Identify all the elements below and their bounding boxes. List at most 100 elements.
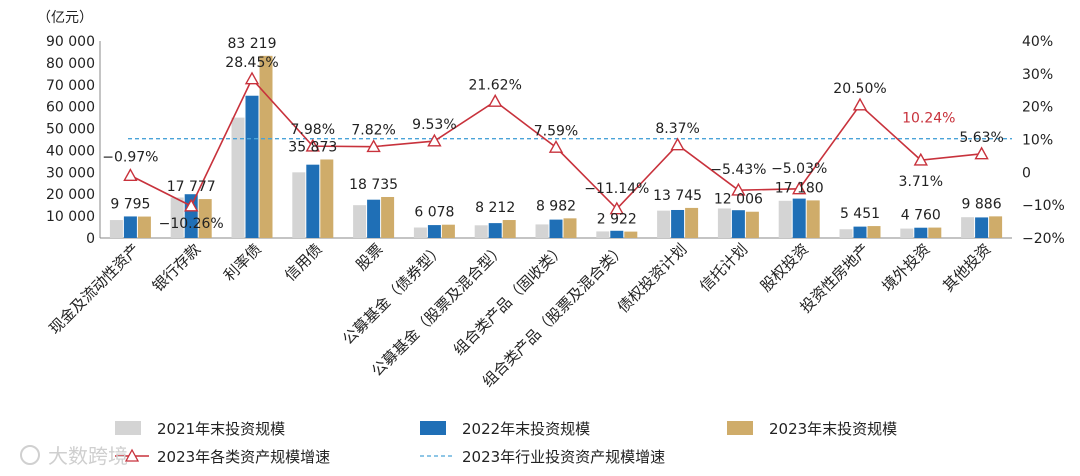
- category-label: 股权投资: [757, 240, 812, 295]
- growth-marker-4: [366, 139, 381, 153]
- growth-label: 7.98%: [291, 122, 335, 138]
- growth-label: −5.03%: [771, 161, 827, 177]
- category-labels-group: 现金及流动性资产 银行存款 利率债 信用债 股票公募基金（债券型）公募基金（股票及混合型…: [46, 240, 995, 391]
- growth-marker-8: [609, 201, 624, 215]
- bar-2023-4: [381, 196, 395, 238]
- bar-2023-0: [137, 216, 151, 238]
- legend-label: 2023年末投资规模: [769, 420, 897, 438]
- growth-label: −0.97%: [102, 150, 158, 166]
- y-tick-label: 60 000: [46, 100, 95, 116]
- bar-2021-11: [778, 200, 792, 238]
- y-tick-label: 80 000: [46, 56, 95, 72]
- bar-2021-13: [900, 228, 914, 238]
- growth-label: 3.71%: [899, 174, 943, 190]
- growth-label: −11.14%: [584, 181, 649, 197]
- data-labels-group: 9 795 17 777 83 219 35 873 18 735 6 078 8 212 8…: [110, 36, 1001, 228]
- bar-2022-12: [853, 226, 867, 238]
- bar-value-label: 4 760: [901, 208, 941, 224]
- bar-2021-12: [839, 229, 853, 238]
- growth-marker-7: [548, 139, 564, 153]
- bar-value-label: 8 212: [475, 200, 515, 216]
- legend-label: 2022年末投资规模: [462, 420, 590, 438]
- legend-label: 2023年行业投资资产规模增速: [462, 448, 665, 466]
- growth-marker-14: [974, 146, 989, 160]
- growth-label: −5.43%: [710, 162, 766, 178]
- category-label: 信用债: [281, 240, 326, 285]
- bar-value-label: 2 922: [597, 212, 637, 228]
- legend-label: 2021年末投资规模: [157, 420, 285, 438]
- bar-2022-3: [306, 164, 320, 238]
- y2-tick-label: 40%: [1022, 34, 1053, 50]
- bar-2021-1: [170, 197, 184, 238]
- y-axis-unit: （亿元）: [37, 10, 93, 26]
- bar-value-label: 12 006: [714, 192, 763, 208]
- bar-2021-8: [596, 231, 610, 238]
- bar-2022-10: [731, 210, 745, 238]
- right-axis: 40% 30% 20% 10% 0 −10% −20%: [1022, 34, 1065, 247]
- growth-marker-0: [123, 168, 138, 182]
- growth-label: 9.53%: [412, 117, 456, 133]
- bar-2021-10: [717, 208, 731, 238]
- bar-2022-7: [549, 219, 563, 238]
- bar-value-label: 18 735: [349, 177, 398, 193]
- watermark-logo: [20, 445, 40, 465]
- bar-2021-3: [292, 172, 306, 238]
- bar-2022-4: [367, 199, 381, 238]
- bar-2022-2: [245, 95, 259, 238]
- growth-marker-13: [913, 152, 928, 166]
- bar-value-label: 6 078: [414, 205, 454, 221]
- y-tick-label: 50 000: [46, 122, 95, 138]
- growth-label: 7.82%: [351, 123, 395, 139]
- y-tick-label: 90 000: [46, 34, 95, 50]
- growth-marker-1: [184, 198, 199, 212]
- bar-value-label: 83 219: [228, 36, 277, 52]
- bar-2023-7: [563, 218, 577, 238]
- bar-2021-9: [657, 210, 671, 238]
- growth-marker-12: [852, 97, 868, 111]
- bar-value-label: 35 873: [288, 139, 337, 155]
- bar-value-label: 17 777: [167, 179, 216, 195]
- reference-line-group: 10.24%: [128, 111, 1012, 140]
- watermark-group: 大数跨境: [20, 444, 128, 468]
- y2-tick-label: 30%: [1022, 67, 1053, 83]
- category-label: 现金及流动性资产: [46, 240, 144, 338]
- y-tick-label: 0: [86, 231, 95, 247]
- growth-label: −10.26%: [159, 216, 224, 232]
- growth-line-group: −0.97% −10.26% 28.45% 7.98% 7.82% 9.53% 21.62%…: [102, 55, 1004, 232]
- watermark-text: 大数跨境: [48, 444, 128, 468]
- bar-2021-2: [231, 117, 245, 238]
- category-label: 公募基金（债券型）: [339, 240, 447, 348]
- bar-2021-7: [535, 224, 549, 238]
- bar-2022-9: [671, 209, 685, 238]
- bar-2023-3: [320, 159, 334, 238]
- bar-2022-14: [975, 217, 989, 238]
- bar-2022-6: [488, 223, 502, 238]
- legend-swatch: [420, 421, 446, 435]
- bar-2023-5: [441, 224, 455, 238]
- y2-tick-label: 10%: [1022, 133, 1053, 149]
- legend-swatch: [115, 421, 141, 435]
- y-tick-label: 40 000: [46, 143, 95, 159]
- bar-2023-9: [685, 207, 699, 238]
- bar-2021-14: [961, 217, 975, 238]
- y2-tick-label: −20%: [1022, 231, 1065, 247]
- reference-line-label: 10.24%: [902, 111, 955, 127]
- growth-label: 5.63%: [959, 130, 1003, 146]
- bar-value-label: 17 180: [775, 180, 824, 196]
- category-label: 信托计划: [696, 240, 751, 295]
- bar-value-label: 5 451: [840, 206, 880, 222]
- bar-2023-14: [989, 216, 1003, 238]
- bar-2022-13: [914, 227, 928, 238]
- growth-label: 8.37%: [655, 121, 699, 137]
- legend-swatch: [727, 421, 753, 435]
- y-tick-label: 20 000: [46, 187, 95, 203]
- category-label: 其他投资: [939, 240, 994, 295]
- y2-tick-label: −10%: [1022, 198, 1065, 214]
- bar-value-label: 9 886: [962, 196, 1002, 212]
- growth-marker-5: [427, 133, 442, 147]
- category-label: 利率债: [220, 240, 265, 285]
- y-tick-label: 70 000: [46, 78, 95, 94]
- bar-2022-11: [792, 198, 806, 238]
- growth-label: 20.50%: [833, 81, 886, 97]
- category-label: 股票: [352, 240, 386, 274]
